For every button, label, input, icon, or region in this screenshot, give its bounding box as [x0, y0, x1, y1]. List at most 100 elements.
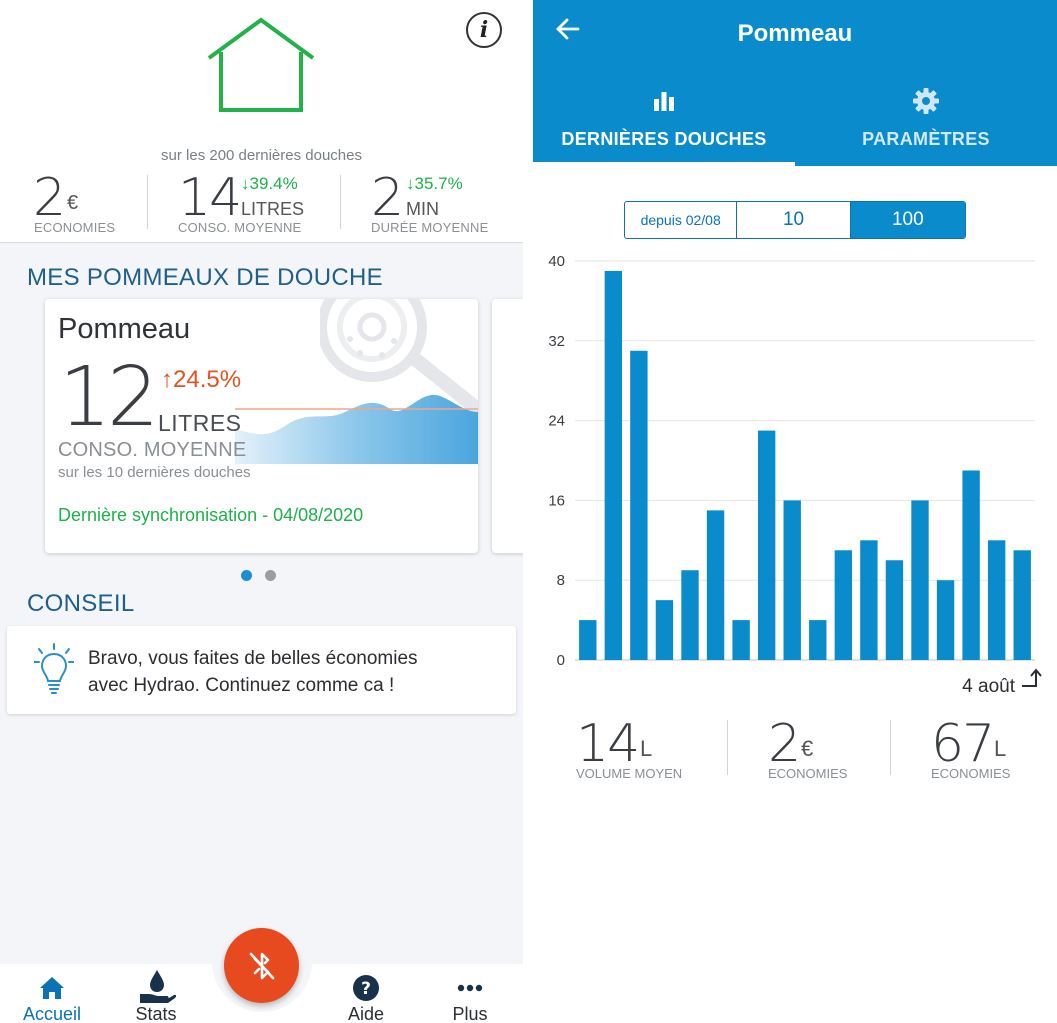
showerhead-label: CONSO. MOYENNE [58, 439, 247, 461]
stat-unit: L [994, 736, 1007, 761]
tab-label: PARAMÈTRES [862, 129, 990, 149]
chart-bar[interactable] [604, 270, 623, 660]
nav-label: Plus [452, 1004, 488, 1023]
stat-label: CONSO. MOYENNE [178, 220, 302, 235]
nav-label: Aide [347, 1004, 385, 1023]
chart-bar[interactable] [1013, 550, 1031, 660]
arrow-up-icon: ↑ [161, 366, 173, 393]
stat-conso-moyenne: 14 ↓39.4% LITRES CONSO. MOYENNE [178, 168, 338, 236]
stat-value: 2 [768, 714, 801, 774]
stat-unit: L [640, 736, 653, 761]
chart-bar[interactable] [885, 560, 904, 660]
y-tick-label: 24 [548, 413, 565, 430]
stat-unit: LITRES [241, 199, 305, 219]
chart-bar[interactable] [706, 510, 725, 660]
divider [147, 175, 148, 229]
tab-dernieres-douches[interactable]: DERNIÈRES DOUCHES [533, 80, 795, 166]
nav-accueil[interactable]: Accueil [7, 964, 97, 1023]
lightbulb-icon [34, 643, 74, 694]
bluetooth-sync-button[interactable] [224, 928, 299, 1003]
chart-bar[interactable] [757, 430, 776, 660]
info-button[interactable]: i [466, 12, 502, 48]
tab-indicator [533, 162, 795, 166]
showerhead-sub: sur les 10 dernières douches [58, 464, 251, 481]
nav-label: Accueil [22, 1004, 82, 1023]
chart-bar[interactable] [860, 540, 878, 660]
summary-header: i sur les 200 dernières douches 2 € ECON… [0, 0, 523, 243]
showerhead-delta: ↑24.5% [161, 366, 242, 393]
return-arrow-icon[interactable] [1022, 668, 1042, 687]
gear-icon [913, 88, 939, 114]
detail-stats: 14 L VOLUME MOYEN 2 € ECONOMIES 67 L ECO… [533, 712, 1057, 792]
carousel-dot-active[interactable] [241, 570, 252, 581]
home-screen: i sur les 200 dernières douches 2 € ECON… [0, 0, 523, 1023]
nav-plus[interactable]: Plus [425, 964, 515, 1023]
tip-text: Bravo, vous faites de belles économies a… [88, 645, 418, 699]
range-selector: depuis 02/08 10 100 [624, 201, 966, 239]
stat-unit: MIN [406, 199, 439, 219]
stats-caption: sur les 200 dernières douches [161, 147, 362, 164]
chart-bar[interactable] [655, 600, 674, 660]
showerhead-decoration-icon [320, 299, 478, 418]
back-arrow-icon[interactable] [555, 16, 581, 42]
tab-label: DERNIÈRES DOUCHES [561, 129, 767, 149]
chart-bar[interactable] [579, 620, 597, 660]
stat-duree-moyenne: 2 ↓35.7% MIN DURÉE MOYENNE [371, 168, 511, 236]
arrow-down-icon: ↓ [406, 174, 415, 193]
section-title-conseil: CONSEIL [27, 590, 135, 617]
range-option-100[interactable]: 100 [850, 202, 965, 238]
bluetooth-disabled-icon [249, 952, 275, 980]
chart-bar[interactable] [962, 470, 980, 660]
y-tick-label: 32 [548, 333, 565, 350]
showerhead-value: 12 [59, 350, 159, 445]
stat-value: 14 [576, 714, 640, 774]
nav-stats[interactable]: Stats [111, 964, 201, 1023]
stat-economies: 2 € ECONOMIES [33, 168, 143, 236]
nav-label: Stats [135, 1004, 177, 1023]
home-icon [40, 977, 64, 999]
svg-text:?: ? [361, 979, 371, 999]
divider [727, 720, 728, 775]
stat-unit: € [801, 736, 814, 761]
more-icon [457, 984, 483, 992]
stat-label: ECONOMIES [768, 766, 848, 781]
last-sync: Dernière synchronisation - 04/08/2020 [58, 505, 364, 525]
tip-card: Bravo, vous faites de belles économies a… [7, 626, 516, 714]
y-tick-label: 0 [557, 652, 565, 669]
stat-value: 2 [371, 168, 404, 228]
screen-title: Pommeau [737, 20, 853, 47]
chart-bar[interactable] [809, 620, 827, 660]
divider [890, 720, 891, 775]
consumption-wave-graphic [235, 394, 478, 464]
showerhead-card[interactable]: Pommeau 12 ↑24.5% LITRES CONSO. MOYENNE … [45, 299, 478, 553]
showerhead-detail-screen: Pommeau DERNIÈRES DOUCHES [533, 0, 1057, 1023]
carousel-dot[interactable] [265, 570, 276, 581]
nav-aide[interactable]: ? Aide [321, 964, 411, 1023]
stat-label: ECONOMIES [931, 766, 1011, 781]
stat-delta: ↓35.7% [406, 174, 463, 193]
stat-value: 67 [931, 714, 995, 774]
chart-bar[interactable] [936, 580, 955, 660]
chart-bar[interactable] [834, 550, 853, 660]
stat-value: 14 [178, 168, 242, 228]
y-tick-label: 40 [548, 253, 565, 270]
range-option-10[interactable]: 10 [737, 202, 851, 238]
range-option-depuis[interactable]: depuis 02/08 [625, 202, 738, 238]
help-icon: ? [353, 975, 379, 1001]
app-bar: Pommeau DERNIÈRES DOUCHES [533, 0, 1057, 166]
house-icon [207, 17, 315, 112]
shower-volume-chart: 0 8 16 24 32 40 4 août [548, 253, 1042, 697]
chart-bar[interactable] [630, 350, 648, 660]
stat-label: ECONOMIES [34, 220, 116, 235]
tip-line: Bravo, vous faites de belles économies [88, 648, 418, 669]
divider [340, 175, 341, 229]
chart-bar[interactable] [911, 500, 929, 660]
y-tick-label: 8 [557, 572, 565, 589]
chart-bar[interactable] [681, 570, 699, 660]
chart-bar[interactable] [783, 500, 801, 660]
chart-bar[interactable] [732, 620, 750, 660]
chart-bar[interactable] [987, 540, 1006, 660]
next-card-peek[interactable] [492, 299, 523, 553]
tab-parametres[interactable]: PARAMÈTRES [795, 80, 1057, 166]
